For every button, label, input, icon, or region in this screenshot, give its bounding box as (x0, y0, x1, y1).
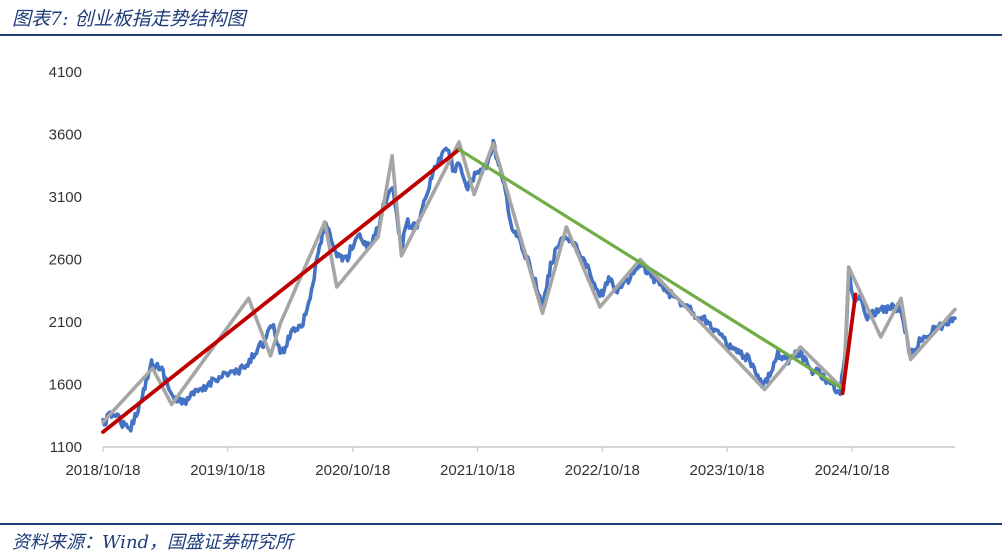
bottom-divider (0, 523, 1002, 525)
y-tick-label: 2600 (49, 252, 82, 269)
chart-axes: 1100 1600 2100 2600 3100 3600 4100 2018/10/18 20… (49, 64, 955, 479)
x-tick-label: 2024/10/18 (815, 462, 890, 479)
y-tick-label: 2100 (49, 314, 82, 331)
x-tick-label: 2023/10/18 (690, 462, 765, 479)
x-tick-label: 2020/10/18 (315, 462, 390, 479)
series-line-up_trend-2 (101, 147, 461, 434)
series-line-index-0 (101, 138, 957, 433)
series-line-structure-1 (101, 140, 957, 424)
chart-title: 图表7: 创业板指走势结构图 (12, 8, 246, 30)
series-line-up_trend-4 (840, 292, 858, 396)
series-line-down_trend-3 (457, 147, 846, 392)
top-divider (0, 34, 1002, 36)
y-tick-label: 1600 (49, 377, 82, 394)
source-note: 资料来源：Wind，国盛证券研究所 (12, 532, 294, 553)
x-tick-label: 2019/10/18 (190, 462, 265, 479)
chart-series (101, 138, 957, 434)
y-tick-label: 3600 (49, 127, 82, 144)
y-tick-label: 3100 (49, 189, 82, 206)
x-tick-label: 2021/10/18 (440, 462, 515, 479)
x-tick-label: 2018/10/18 (65, 462, 140, 479)
x-tick-label: 2022/10/18 (565, 462, 640, 479)
y-tick-label: 1100 (50, 439, 82, 456)
y-tick-label: 4100 (49, 64, 82, 81)
